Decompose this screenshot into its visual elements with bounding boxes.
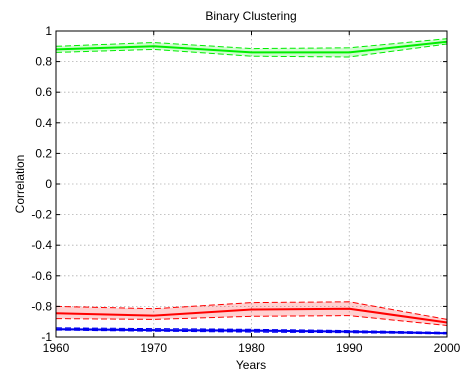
- y-tick-labels: -1 -0.8 -0.6 -0.4 -0.2 0 0.2 0.4 0.6 0.8 1: [31, 24, 52, 344]
- x-tick-label: 1970: [140, 341, 167, 355]
- series-0-upper-bound: [55, 38, 448, 50]
- x-tick-label: 1960: [43, 341, 70, 355]
- x-tick-label: 1980: [238, 341, 265, 355]
- y-tick-label: -0.6: [31, 269, 52, 283]
- x-axis-title: Years: [236, 358, 266, 372]
- y-tick-label: 0: [45, 177, 52, 191]
- series-1-line: [55, 307, 448, 324]
- series-0-lower-bound: [55, 43, 448, 58]
- series-0-line: [55, 40, 448, 54]
- series-2-line: [55, 328, 448, 335]
- y-tick-label: 1: [45, 24, 52, 38]
- y-tick-label: -0.8: [31, 299, 52, 313]
- y-tick-label: -0.2: [31, 208, 52, 222]
- x-tick-label: 2000: [434, 341, 461, 355]
- chart-title: Binary Clustering: [205, 9, 296, 23]
- y-tick-label: 0.8: [35, 55, 52, 69]
- y-axis-title: Correlation: [13, 155, 27, 214]
- y-tick-label: 0.6: [35, 85, 52, 99]
- series-1-lower-bound: [55, 315, 448, 326]
- y-tick-label: -0.4: [31, 238, 52, 252]
- tick-marks: [55, 30, 448, 338]
- grid: [56, 31, 447, 337]
- series-1-upper-bound: [55, 301, 448, 320]
- y-tick-label: 0.2: [35, 146, 52, 160]
- x-tick-labels: 1960 1970 1980 1990 2000: [43, 341, 461, 355]
- x-tick-label: 1990: [336, 341, 363, 355]
- y-tick-label: -1: [41, 330, 52, 344]
- series-lines: [55, 38, 448, 335]
- y-tick-label: 0.4: [35, 116, 52, 130]
- confidence-bands: [56, 38, 447, 334]
